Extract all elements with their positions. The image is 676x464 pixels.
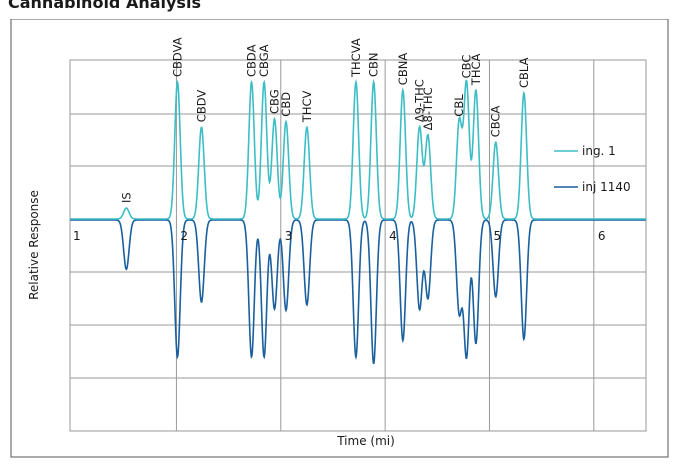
x-tick-label: 1: [73, 229, 81, 243]
figure-frame: [10, 18, 669, 458]
legend-label-series-1: ing. 1: [582, 144, 616, 158]
plot-border: [69, 59, 647, 432]
peak-label: CBDV: [195, 90, 209, 123]
y-axis-label: Relative Response: [27, 190, 41, 300]
peak-label: CBGA: [257, 44, 271, 77]
x-axis-label: Time (mi): [336, 434, 395, 448]
peak-label: CBC: [460, 55, 474, 79]
peak-label: Δ8-THC: [421, 87, 435, 130]
peak-label: THCA: [469, 53, 483, 86]
header-title: Cannabinoid Analysis: [8, 0, 201, 12]
peak-label: Δ9-THC: [413, 79, 427, 122]
peak-label: IS: [119, 192, 133, 203]
peak-label: CBLA: [517, 57, 531, 88]
peak-label: THCVA: [349, 38, 363, 78]
legend: ing. 1 inj 1140: [554, 144, 631, 194]
header-band: [0, 0, 676, 19]
legend-label-series-2: inj 1140: [582, 180, 631, 194]
peak-label: CBCA: [489, 106, 503, 138]
x-tick-label: 2: [180, 229, 188, 243]
peak-label: CBDA: [245, 44, 259, 77]
x-tick-label: 4: [389, 229, 397, 243]
peak-label: CBDVA: [171, 37, 185, 77]
x-tick-label: 5: [493, 229, 501, 243]
peak-label: CBD: [279, 92, 293, 117]
x-tick-labels: 1 2 3 4 5 6: [73, 229, 605, 243]
x-tick-label: 6: [598, 229, 606, 243]
peak-label: CBNA: [396, 53, 410, 86]
peak-label: CBL: [452, 94, 466, 117]
peak-label: CBN: [367, 52, 381, 77]
series-line-1: [70, 78, 646, 220]
x-tick-label: 3: [285, 229, 293, 243]
series-line-2: [70, 219, 646, 365]
peak-label: CBG: [268, 89, 282, 114]
peak-label: THCV: [300, 90, 314, 123]
series-layer: [70, 78, 646, 365]
